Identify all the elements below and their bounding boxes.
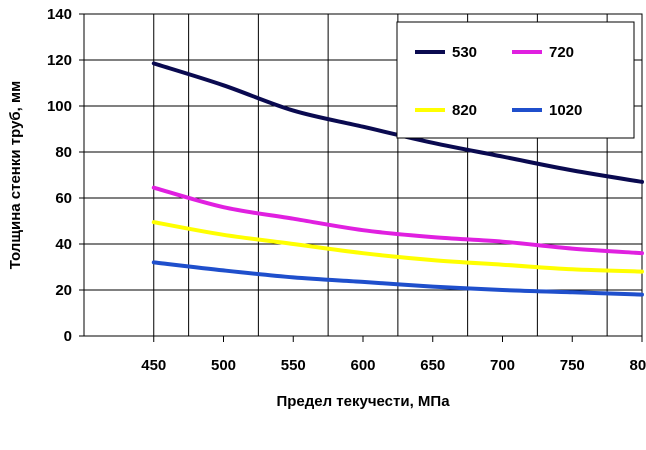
legend-label-720: 720 (549, 44, 574, 61)
x-tick-label: 750 (560, 357, 585, 374)
legend-box (396, 21, 635, 139)
y-tick-label: 0 (64, 328, 72, 345)
series-line-1020 (151, 260, 644, 297)
x-tick-label: 450 (141, 357, 166, 374)
series-line-820 (151, 220, 644, 274)
y-tick-label: 100 (47, 98, 72, 115)
y-tick-label: 60 (55, 190, 72, 207)
y-axis-title: Толщина стенки труб, мм (7, 81, 24, 269)
x-tick-label: 650 (420, 357, 445, 374)
y-tick-label: 80 (55, 144, 72, 161)
y-tick-labels: 0 20 40 60 80 100 120 140 (47, 6, 72, 345)
y-tick-label: 20 (55, 282, 72, 299)
y-tick-label: 120 (47, 52, 72, 69)
x-tick-label: 600 (350, 357, 375, 374)
legend-label-1020: 1020 (549, 102, 582, 119)
x-tick-label: 550 (281, 357, 306, 374)
x-axis-title: Предел текучести, МПа (276, 393, 450, 410)
legend-label-820: 820 (452, 102, 477, 119)
series-line-720 (151, 185, 644, 256)
x-tick-label: 700 (490, 357, 515, 374)
y-tick-label: 140 (47, 6, 72, 23)
legend-label-530: 530 (452, 44, 477, 61)
x-tick-labels: 450 500 550 600 650 700 750 800 (141, 357, 646, 374)
x-tick-label: 800 (629, 357, 646, 374)
legend: 530 720 820 1020 (396, 21, 635, 139)
y-tick-label: 40 (55, 236, 72, 253)
x-tick-label: 500 (211, 357, 236, 374)
